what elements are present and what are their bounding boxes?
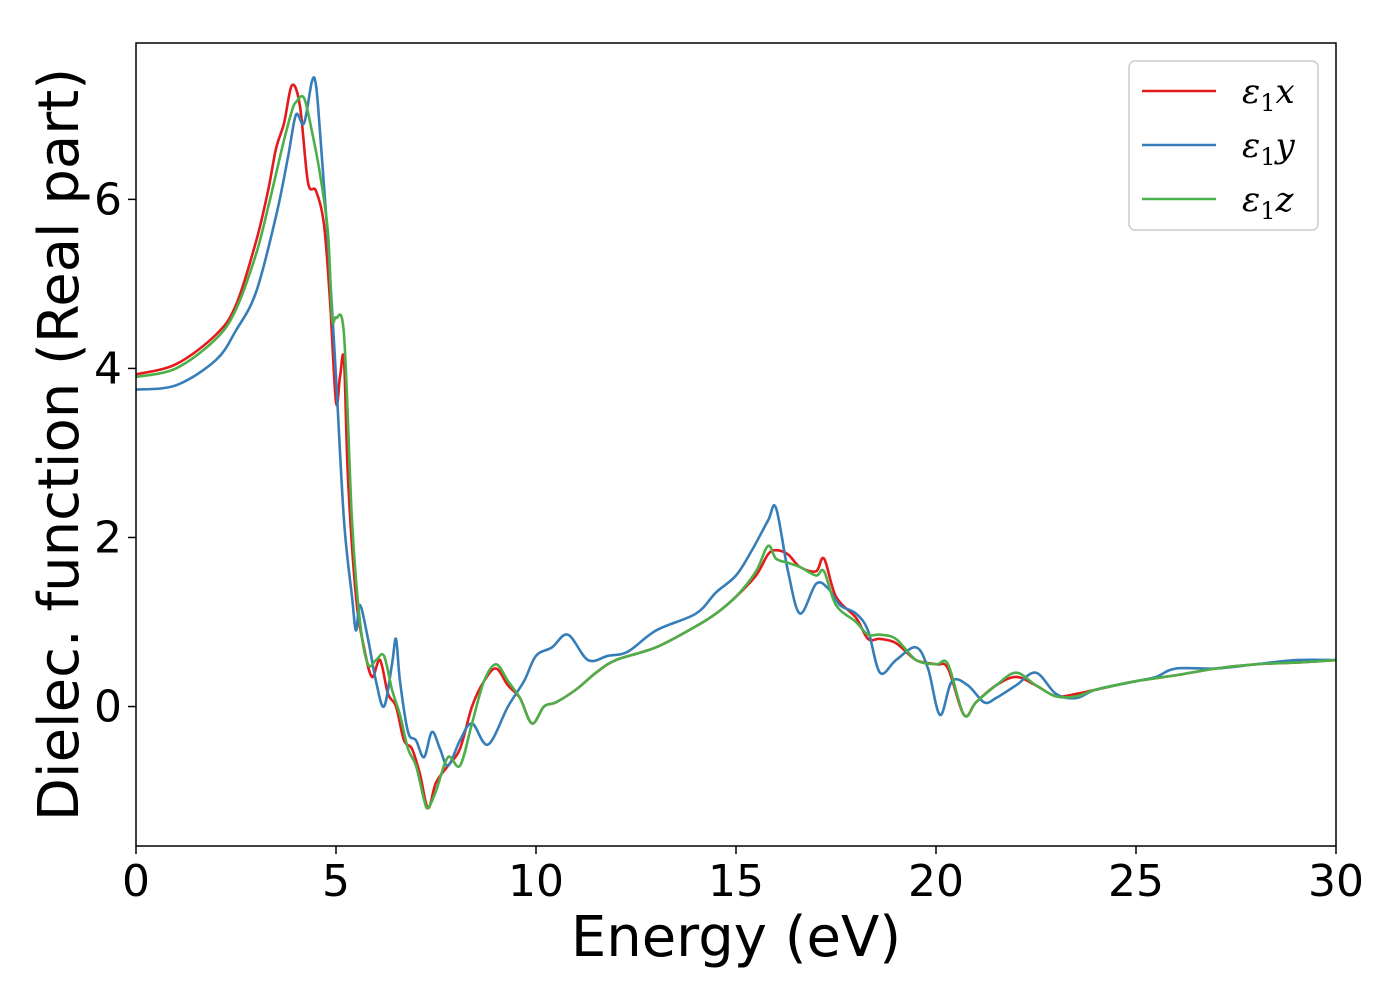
series-line-z <box>136 94 1336 810</box>
x-tick-label: 25 <box>1108 856 1164 907</box>
legend-label-y: ε1y <box>1242 126 1296 171</box>
x-tick-label: 0 <box>122 856 150 907</box>
x-tick-label: 20 <box>908 856 964 907</box>
y-axis-title: Dielec. function (Real part) <box>27 68 92 821</box>
x-tick-label: 30 <box>1308 856 1364 907</box>
y-tick-label: 6 <box>94 174 122 225</box>
legend-label-z: ε1z <box>1242 180 1295 225</box>
y-tick-label: 2 <box>94 512 122 563</box>
y-tick-label: 4 <box>94 343 122 394</box>
x-tick-label: 10 <box>508 856 564 907</box>
x-axis-title: Energy (eV) <box>571 905 901 970</box>
x-tick-label: 5 <box>322 856 350 907</box>
series-layer <box>136 76 1336 810</box>
x-tick-label: 15 <box>708 856 764 907</box>
legend: ε1x ε1y ε1z <box>1128 60 1319 231</box>
ticks-layer: 0 5 10 15 20 25 30 0 2 4 6 <box>94 174 1364 907</box>
legend-box <box>1128 60 1319 231</box>
legend-label-x: ε1x <box>1242 72 1295 117</box>
y-tick-label: 0 <box>94 682 122 733</box>
